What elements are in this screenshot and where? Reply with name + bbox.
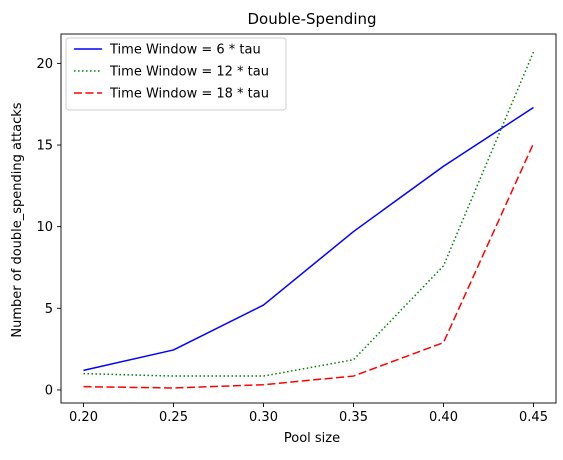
series-line-1 (83, 106, 534, 372)
x-tick-label: 0.25 (159, 410, 188, 425)
x-tick-label: 0.40 (429, 410, 458, 425)
legend: Time Window = 6 * tau Time Window = 12 * … (65, 37, 287, 111)
x-tick-label: 0.45 (519, 410, 548, 425)
legend-label-1: Time Window = 6 * tau (109, 43, 261, 58)
series-line-2 (83, 51, 535, 377)
legend-label-3: Time Window = 18 * tau (109, 87, 269, 102)
series-line-3 (83, 143, 535, 389)
y-tick-label: 5 (45, 302, 53, 317)
x-tick-label: 0.35 (339, 410, 368, 425)
y-tick-label: 20 (36, 57, 53, 72)
plot-area: 0.20 0.25 0.30 0.35 0.40 0.45 0 5 10 15 20 Time Win… (36, 33, 557, 425)
chart-title: Double-Spending (247, 10, 376, 28)
y-axis-label: Number of double_spending attacks (10, 102, 25, 337)
y-tick-label: 15 (36, 139, 53, 154)
x-axis-label: Pool size (284, 431, 340, 446)
x-tick-label: 0.30 (249, 410, 278, 425)
legend-label-2: Time Window = 12 * tau (109, 65, 269, 80)
y-tick-label: 10 (36, 220, 53, 235)
x-tick-label: 0.20 (69, 410, 98, 425)
y-tick-label: 0 (45, 383, 53, 398)
legend-box (65, 37, 287, 111)
plot-frame (60, 33, 557, 404)
